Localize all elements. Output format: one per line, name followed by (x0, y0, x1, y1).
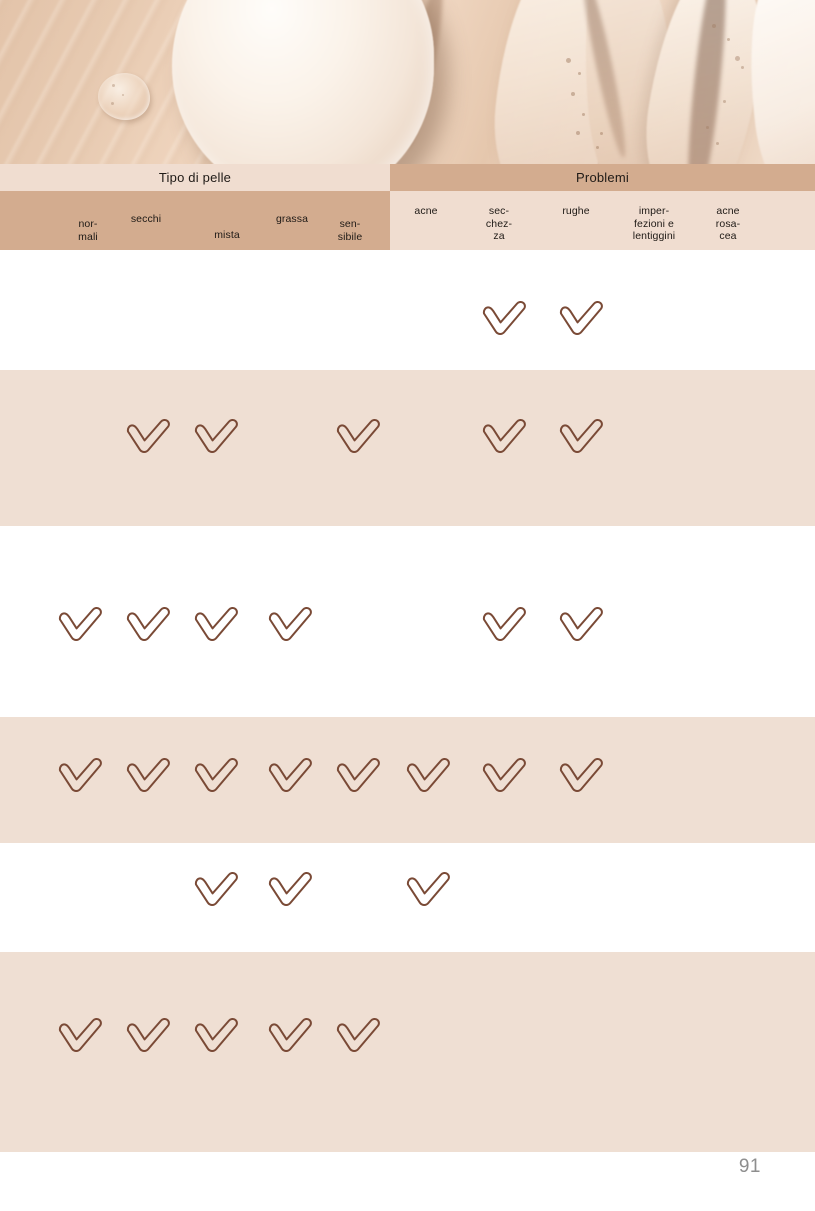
table-row (0, 250, 815, 370)
column-header-secchezza: sec- chez- za (485, 205, 513, 242)
column-header-band-skin-type (0, 191, 390, 250)
page-number: 91 (738, 1156, 761, 1177)
checkmark-icon[interactable] (267, 757, 315, 797)
column-header-imperfezioni-e-lentiggini: imper- fezioni e lentiggini (632, 205, 676, 242)
checkmark-icon[interactable] (481, 418, 529, 458)
checkmark-icon[interactable] (57, 606, 105, 646)
checkmark-icon[interactable] (267, 606, 315, 646)
checkmark-icon[interactable] (558, 606, 606, 646)
checkmark-icon[interactable] (193, 757, 241, 797)
checkmark-icon[interactable] (405, 871, 453, 911)
checkmark-icon[interactable] (335, 418, 383, 458)
column-header-mista: mista (214, 229, 240, 241)
column-header-grassa: grassa (275, 213, 309, 225)
group-header-label: Tipo di pelle (158, 170, 232, 185)
column-header-secchi: secchi (130, 213, 162, 225)
hero-cream-blob (172, 0, 434, 164)
checkmark-icon[interactable] (481, 606, 529, 646)
table-row (0, 526, 815, 717)
checkmark-icon[interactable] (405, 757, 453, 797)
hero-gel-droplet (98, 73, 150, 120)
table-row (0, 952, 815, 1152)
hero-light-sheen (0, 0, 815, 164)
column-header-acne-rosacea: acne rosa- cea (715, 205, 741, 242)
checkmark-icon[interactable] (481, 300, 529, 340)
checkmark-icon[interactable] (193, 606, 241, 646)
table-row (0, 370, 815, 526)
checkmark-icon[interactable] (57, 1017, 105, 1057)
checkmark-icon[interactable] (267, 871, 315, 911)
checkmark-icon[interactable] (558, 757, 606, 797)
checkmark-icon[interactable] (193, 418, 241, 458)
checkmark-icon[interactable] (57, 757, 105, 797)
checkmark-icon[interactable] (193, 871, 241, 911)
checkmark-icon[interactable] (335, 1017, 383, 1057)
table-group-header-row: Tipo di pelle Problemi (0, 164, 815, 191)
column-header-sensibile: sen- sibile (337, 218, 363, 243)
checkmark-icon[interactable] (125, 757, 173, 797)
group-header-label: Problemi (576, 170, 629, 185)
column-header-band-problems (390, 191, 815, 250)
checkmark-icon[interactable] (125, 606, 173, 646)
column-header-acne: acne (414, 205, 438, 217)
column-header-rughe: rughe (562, 205, 590, 217)
table-column-header-row: nor- mali secchi mista grassa sen- sibil… (0, 191, 815, 250)
checkmark-icon[interactable] (558, 418, 606, 458)
checkmark-icon[interactable] (125, 1017, 173, 1057)
checkmark-icon[interactable] (335, 757, 383, 797)
checkmark-icon[interactable] (267, 1017, 315, 1057)
checkmark-icon[interactable] (481, 757, 529, 797)
table-row (0, 843, 815, 952)
checkmark-icon[interactable] (558, 300, 606, 340)
checkmark-icon[interactable] (193, 1017, 241, 1057)
checkmark-icon[interactable] (125, 418, 173, 458)
table-row (0, 717, 815, 843)
group-header-problemi: Problemi (390, 164, 815, 191)
group-header-tipo-di-pelle: Tipo di pelle (0, 164, 390, 191)
hero-cosmetic-texture-image (0, 0, 815, 164)
column-header-normali: nor- mali (78, 218, 98, 243)
